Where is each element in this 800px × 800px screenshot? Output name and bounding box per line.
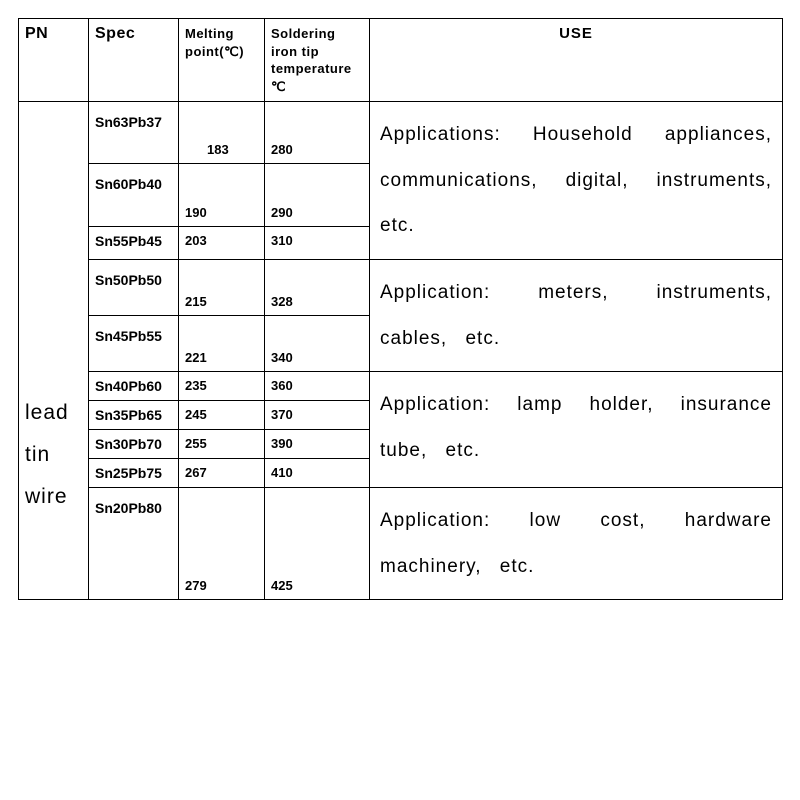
header-tip-temp: Soldering iron tip temperature ℃ (265, 19, 370, 102)
use-cell: Applications: Household appliances, comm… (370, 102, 783, 260)
tip-cell: 370 (265, 401, 370, 430)
spec-cell: Sn55Pb45 (89, 226, 179, 259)
spec-cell: Sn20Pb80 (89, 488, 179, 600)
spec-cell: Sn30Pb70 (89, 430, 179, 459)
spec-cell: Sn60Pb40 (89, 164, 179, 226)
header-use: USE (370, 19, 783, 102)
tip-cell: 280 (265, 102, 370, 164)
mp-cell: 267 (179, 459, 265, 488)
use-cell: Application: meters, instruments, cables… (370, 259, 783, 371)
tip-cell: 410 (265, 459, 370, 488)
mp-cell: 183 (179, 102, 265, 164)
spec-cell: Sn25Pb75 (89, 459, 179, 488)
tip-cell: 390 (265, 430, 370, 459)
spec-cell: Sn63Pb37 (89, 102, 179, 164)
tip-cell: 290 (265, 164, 370, 226)
spec-cell: Sn40Pb60 (89, 372, 179, 401)
tip-cell: 360 (265, 372, 370, 401)
mp-cell: 190 (179, 164, 265, 226)
solder-spec-table: PN Spec Melting point(℃) Soldering iron … (18, 18, 783, 600)
use-cell: Application: low cost, hardware machiner… (370, 488, 783, 600)
header-pn: PN (19, 19, 89, 102)
mp-cell: 221 (179, 316, 265, 372)
mp-cell: 235 (179, 372, 265, 401)
spec-cell: Sn50Pb50 (89, 259, 179, 315)
table-row: lead tin wire Sn63Pb37 183 280 Applicati… (19, 102, 783, 164)
tip-cell: 340 (265, 316, 370, 372)
tip-cell: 310 (265, 226, 370, 259)
use-cell: Application: lamp holder, insurance tube… (370, 372, 783, 488)
table-row: Sn40Pb60 235 360 Application: lamp holde… (19, 372, 783, 401)
mp-cell: 203 (179, 226, 265, 259)
table-header-row: PN Spec Melting point(℃) Soldering iron … (19, 19, 783, 102)
spec-cell: Sn45Pb55 (89, 316, 179, 372)
tip-cell: 425 (265, 488, 370, 600)
spec-cell: Sn35Pb65 (89, 401, 179, 430)
header-spec: Spec (89, 19, 179, 102)
header-melting-point: Melting point(℃) (179, 19, 265, 102)
tip-cell: 328 (265, 259, 370, 315)
mp-cell: 279 (179, 488, 265, 600)
pn-cell: lead tin wire (19, 102, 89, 600)
table-row: Sn50Pb50 215 328 Application: meters, in… (19, 259, 783, 315)
mp-cell: 215 (179, 259, 265, 315)
mp-cell: 245 (179, 401, 265, 430)
table-row: Sn20Pb80 279 425 Application: low cost, … (19, 488, 783, 600)
mp-cell: 255 (179, 430, 265, 459)
